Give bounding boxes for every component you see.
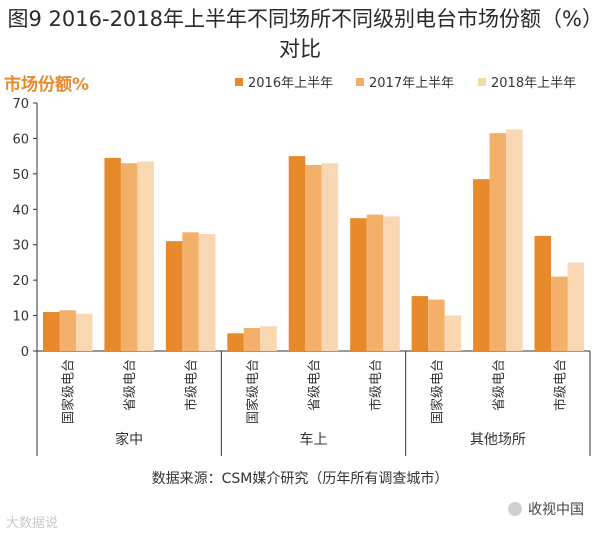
bar	[243, 327, 261, 351]
y-axis-label: 市场份额%	[4, 74, 89, 95]
data-source-note: 数据来源：CSM媒介研究（历年所有调查城市）	[151, 471, 449, 487]
legend-swatch	[478, 78, 486, 86]
bar	[288, 156, 306, 351]
group-label: 其他场所	[470, 432, 526, 448]
bar	[350, 218, 367, 351]
bar	[198, 234, 216, 351]
legend-label: 2017年上半年	[369, 76, 454, 91]
bar	[567, 262, 585, 351]
bar	[260, 326, 277, 351]
bar	[551, 276, 568, 351]
bar	[321, 163, 339, 351]
bar	[444, 315, 462, 351]
y-tick-label: 50	[12, 168, 29, 183]
legend-label: 2016年上半年	[248, 76, 333, 91]
x-tick-label: 省级电台	[492, 359, 507, 411]
y-tick-label: 40	[12, 203, 29, 218]
legend-label: 2018年上半年	[491, 76, 576, 91]
legend-swatch	[356, 78, 364, 86]
bar	[227, 333, 244, 351]
bar	[473, 179, 490, 351]
bar	[120, 163, 138, 351]
bar	[506, 129, 523, 351]
y-tick-label: 30	[12, 239, 29, 254]
x-tick-label: 市级电台	[184, 359, 200, 411]
bar	[165, 241, 183, 351]
y-tick-label: 10	[12, 310, 29, 325]
watermark: 大数据说	[6, 516, 59, 531]
x-tick-label: 省级电台	[308, 359, 323, 411]
x-tick-label: 市级电台	[368, 359, 384, 411]
y-tick-label: 0	[21, 345, 29, 360]
x-tick-label: 市级电台	[552, 359, 568, 411]
bar	[182, 232, 199, 351]
y-tick-label: 20	[12, 274, 29, 289]
bar	[104, 157, 121, 351]
bar	[534, 235, 552, 351]
group-label: 车上	[300, 431, 328, 448]
x-tick-label: 国家级电台	[245, 359, 261, 424]
x-tick-label: 国家级电台	[429, 359, 445, 424]
x-tick-label: 国家级电台	[61, 359, 77, 424]
bar	[305, 165, 322, 351]
legend-swatch	[235, 78, 243, 86]
chart-title: 图9 2016-2018年上半年不同场所不同级别电台市场份额（%）对比	[7, 7, 593, 61]
bar	[411, 296, 429, 351]
brand-logo-icon	[508, 502, 522, 516]
bar	[59, 310, 76, 351]
bar	[383, 216, 400, 351]
group-label: 家中	[115, 431, 143, 448]
y-tick-label: 70	[12, 97, 29, 112]
bar	[42, 312, 60, 351]
x-tick-label: 省级电台	[123, 359, 138, 411]
bar	[75, 313, 93, 351]
y-tick-label: 60	[12, 132, 29, 147]
bar	[428, 299, 445, 351]
brand-name: 收视中国	[528, 502, 584, 518]
bar	[137, 161, 154, 351]
bar	[489, 133, 507, 351]
brand-label: 收视中国	[508, 499, 584, 519]
bar	[366, 214, 384, 351]
